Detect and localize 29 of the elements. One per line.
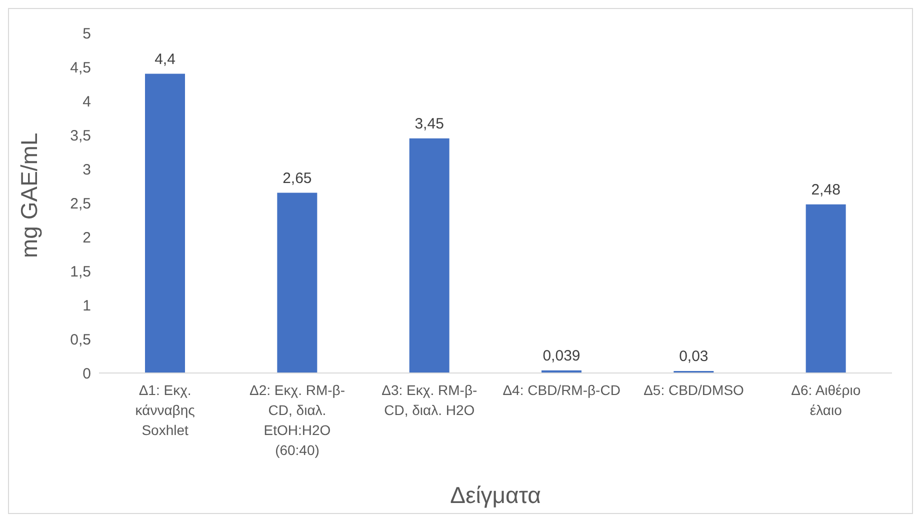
data-label: 0,03 [679,348,708,365]
x-tick-label: Δ1: Εκχ. κάνναβης Soxhlet [135,382,196,438]
y-tick-label: 3 [82,161,91,178]
data-label: 2,48 [811,181,840,198]
y-tick-label: 4,5 [70,59,91,76]
bar [145,74,185,373]
data-label: 2,65 [282,170,312,187]
x-tick-label: Δ2: Εκχ. RM-β-CD, διαλ. EtOH:H2O (60:40) [249,382,346,458]
data-label: 0,039 [542,347,580,364]
y-tick-label: 0,5 [70,331,91,348]
data-label: 3,45 [414,115,444,132]
y-tick-label: 1,5 [70,263,91,280]
x-tick-label: Δ6: Αιθέριο έλαιο [791,382,861,418]
x-tick-label: Δ5: CBD/DMSO [644,382,744,398]
x-tick-label: Δ4: CBD/RM-β-CD [502,382,620,398]
y-tick-label: 4 [82,93,91,110]
y-tick-label: 2,5 [70,195,91,212]
bar [806,204,846,373]
bar [409,138,450,373]
y-tick-label: 3,5 [70,127,91,144]
y-tick-label: 5 [82,25,91,42]
x-tick-label: Δ3: Εκχ. RM-β-CD, διαλ. H2O [382,382,478,418]
x-axis-title: Δείγματα [450,482,541,508]
data-label: 4,4 [154,50,176,68]
bar [277,192,318,373]
y-tick-label: 1 [82,297,91,314]
y-tick-label: 2 [82,229,91,246]
y-axis-title: mg GAE/mL [16,132,42,258]
y-tick-label: 0 [82,365,91,382]
